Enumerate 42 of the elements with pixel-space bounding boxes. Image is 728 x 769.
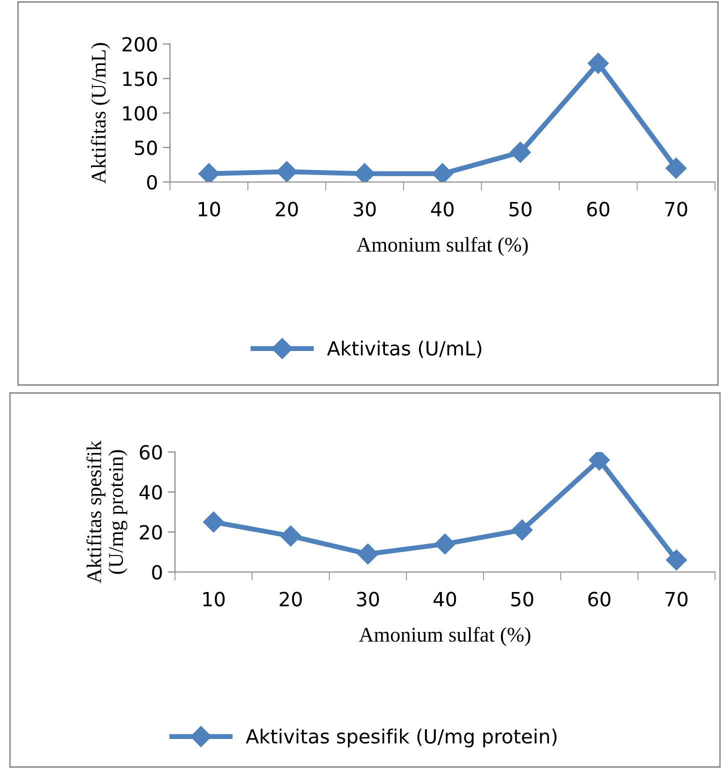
x-tick-label: 10 bbox=[198, 202, 220, 216]
legend-label: Aktivitas (U/mL) bbox=[327, 340, 482, 358]
point bbox=[666, 158, 687, 179]
y-axis-title: Aktifitas spesifik (U/mg protein) bbox=[86, 440, 128, 584]
x-tick-label: 20 bbox=[280, 592, 302, 606]
x-tick-label: 30 bbox=[354, 202, 376, 216]
x-tick-label: 20 bbox=[276, 202, 298, 216]
y-tick-label: 50 bbox=[134, 140, 157, 156]
point bbox=[198, 163, 220, 182]
y-tick-label: 20 bbox=[140, 524, 162, 540]
x-tick-label: 40 bbox=[431, 202, 454, 216]
x-tick-label: 50 bbox=[509, 202, 532, 216]
y-tick-label: 200 bbox=[122, 36, 157, 52]
point bbox=[588, 452, 610, 471]
x-tick-label: 40 bbox=[434, 592, 456, 606]
y-tick-label: 150 bbox=[123, 71, 157, 86]
point bbox=[512, 519, 533, 541]
point bbox=[357, 543, 378, 565]
y-tick-label: 100 bbox=[123, 106, 157, 121]
x-axis-title: Amonium sulfat (%) bbox=[356, 236, 528, 256]
y-tick-label: 0 bbox=[147, 174, 157, 190]
y-tick-label: 60 bbox=[140, 444, 162, 460]
x-axis-title: Amonium sulfat (%) bbox=[358, 626, 530, 646]
point bbox=[203, 511, 224, 533]
x-tick-label: 70 bbox=[665, 202, 688, 216]
y-tick-label: 40 bbox=[139, 484, 162, 500]
y-tick-label: 0 bbox=[152, 564, 162, 580]
x-tick-label: 50 bbox=[511, 592, 534, 606]
point bbox=[354, 163, 376, 182]
point bbox=[510, 142, 531, 163]
point bbox=[280, 525, 302, 547]
point bbox=[276, 161, 298, 182]
x-tick-label: 10 bbox=[203, 592, 225, 606]
x-tick-label: 70 bbox=[666, 592, 688, 606]
x-tick-label: 30 bbox=[356, 592, 379, 606]
point bbox=[434, 533, 456, 555]
x-tick-label: 60 bbox=[587, 202, 610, 216]
x-tick-label: 60 bbox=[588, 592, 610, 606]
point bbox=[666, 549, 687, 571]
legend-label: Aktivitas spesifik (U/mg protein) bbox=[246, 728, 557, 748]
y-axis-title: Aktifitas (U/mL) bbox=[90, 43, 110, 184]
point bbox=[588, 52, 609, 74]
